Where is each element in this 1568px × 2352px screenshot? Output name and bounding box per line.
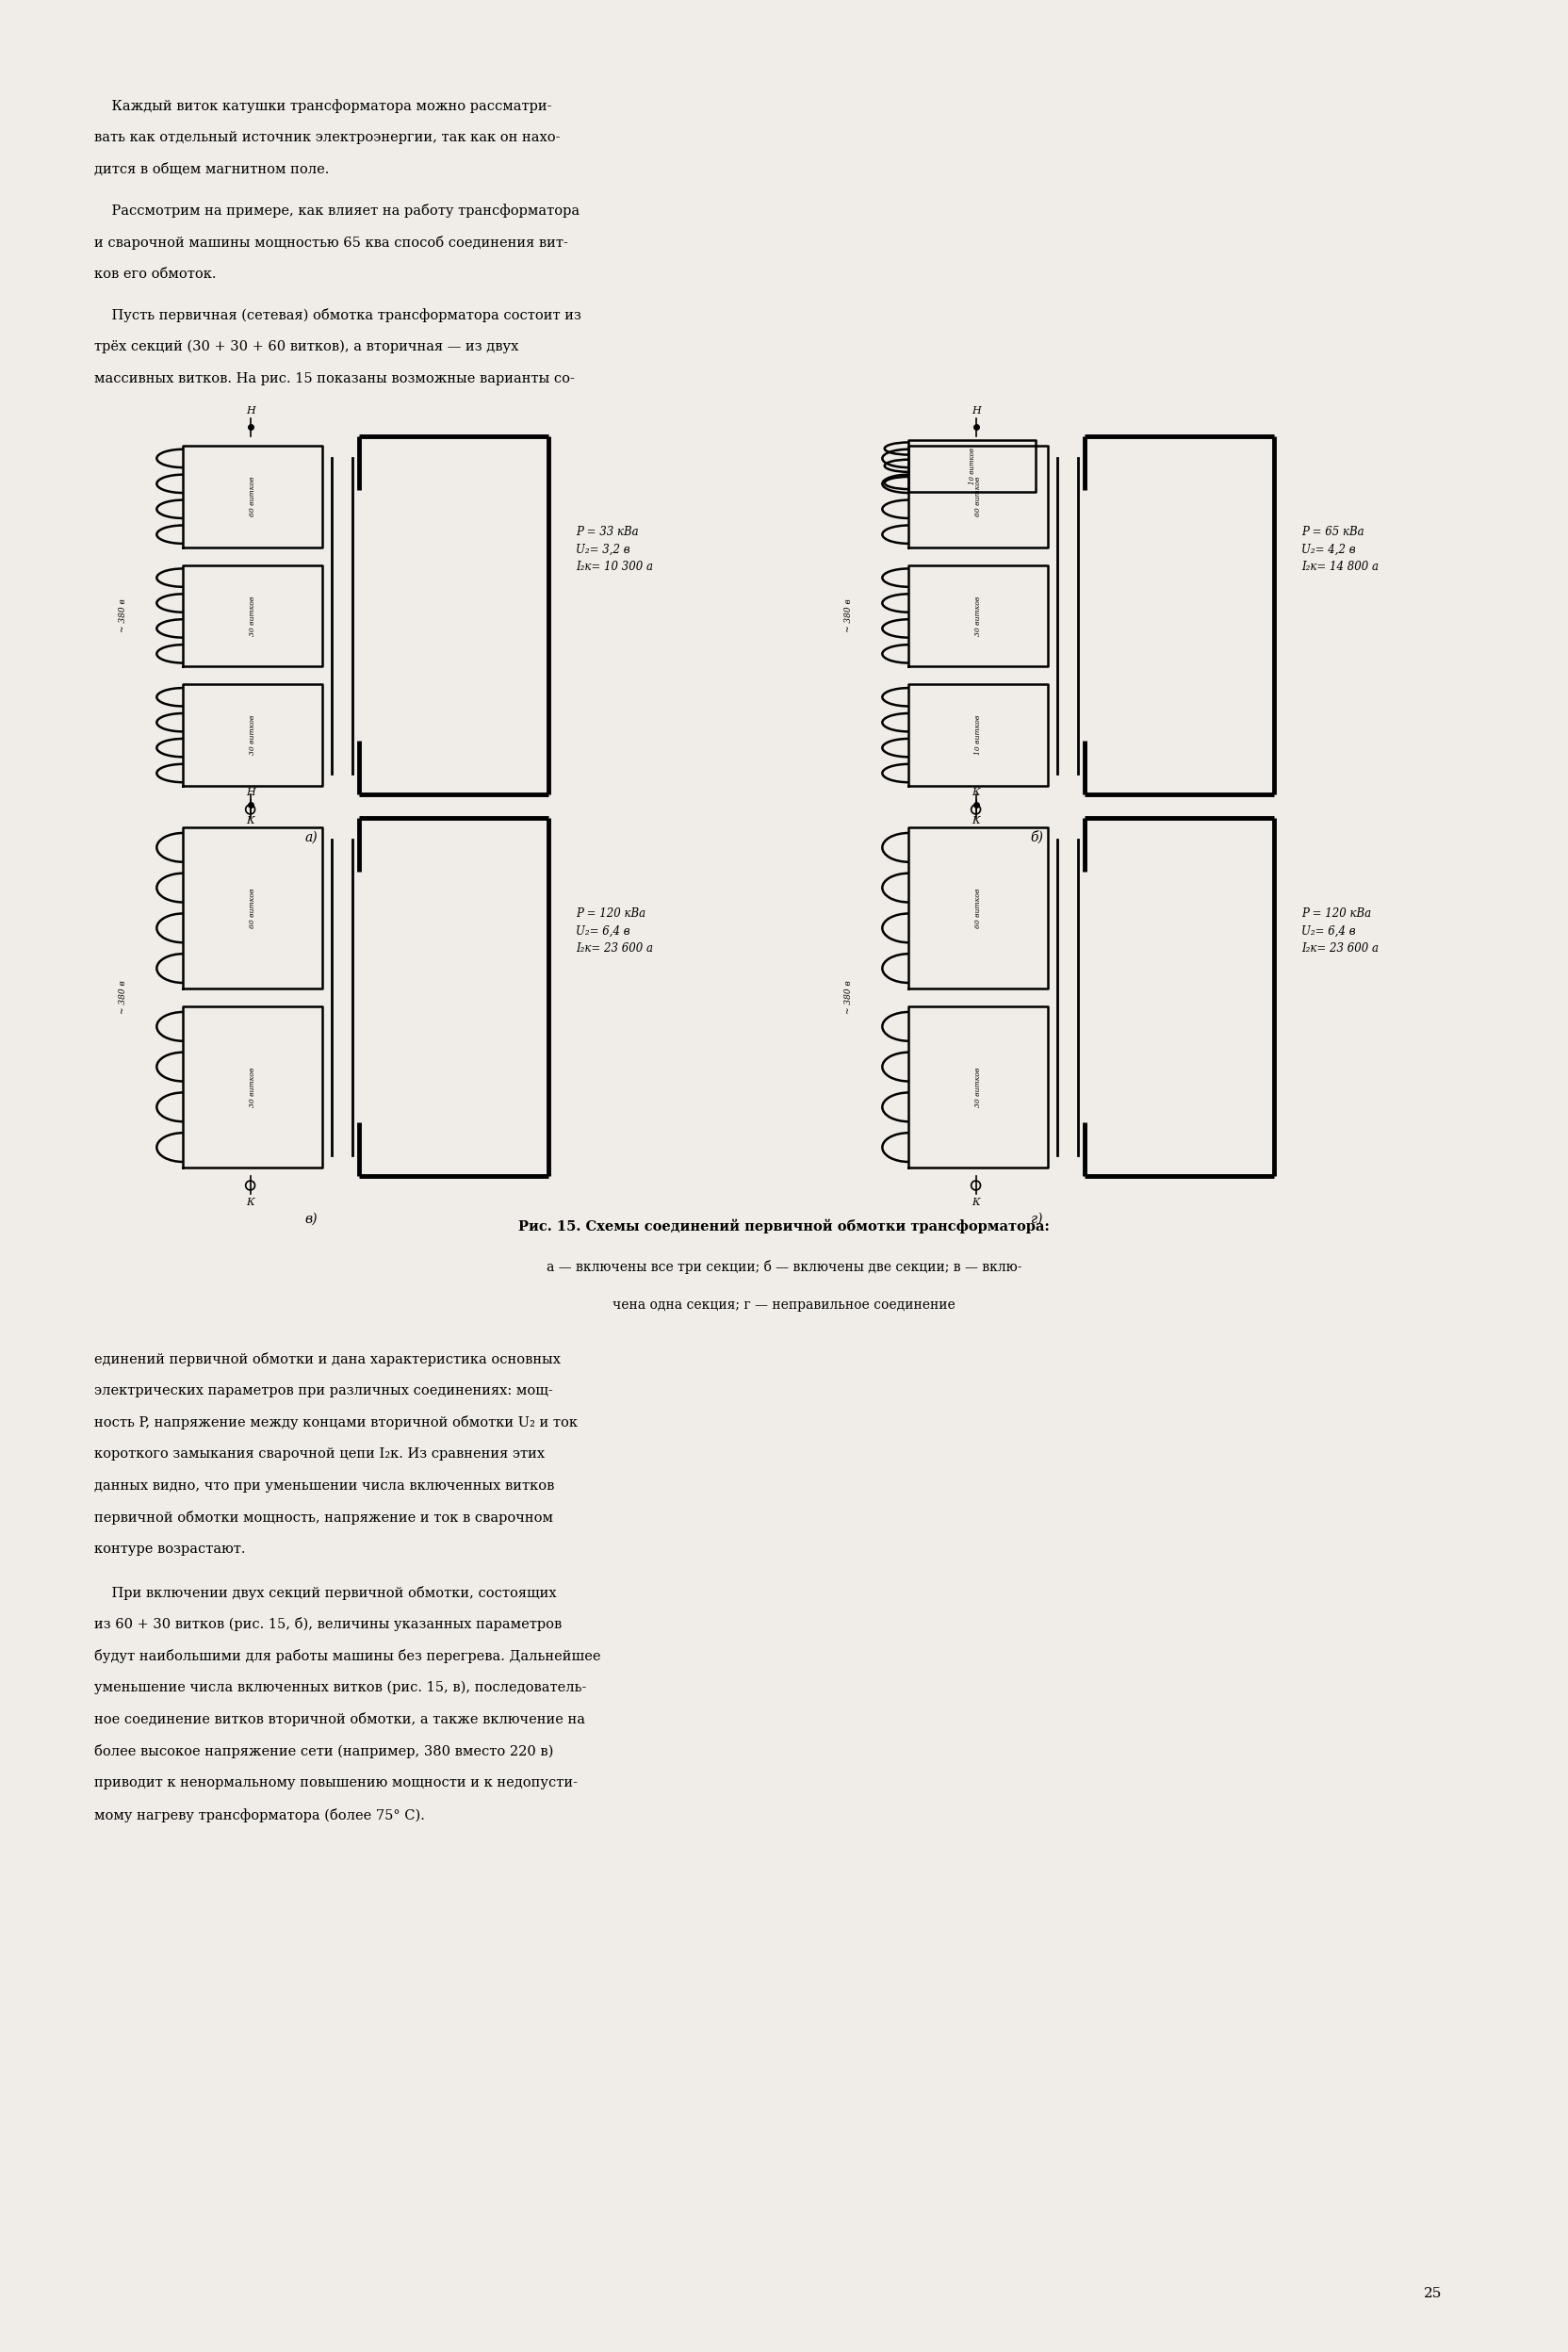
Text: единений первичной обмотки и дана характеристика основных: единений первичной обмотки и дана характ… — [94, 1352, 561, 1367]
Text: 30 витков: 30 витков — [249, 715, 256, 755]
Text: К: К — [972, 816, 980, 826]
Text: Пусть первичная (сетевая) обмотка трансформатора состоит из: Пусть первичная (сетевая) обмотка трансф… — [94, 308, 582, 322]
Text: короткого замыкания сварочной цепи I₂к. Из сравнения этих: короткого замыкания сварочной цепи I₂к. … — [94, 1446, 544, 1461]
Text: б): б) — [1030, 830, 1043, 844]
Text: К: К — [246, 1197, 254, 1207]
Text: 30 витков: 30 витков — [974, 1068, 982, 1108]
FancyBboxPatch shape — [368, 492, 544, 741]
Text: Рассмотрим на примере, как влияет на работу трансформатора: Рассмотрим на примере, как влияет на раб… — [94, 205, 580, 219]
Text: 60 витков: 60 витков — [249, 477, 256, 517]
Text: 10 витков: 10 витков — [969, 447, 975, 485]
Text: г): г) — [1032, 1211, 1043, 1225]
Text: в): в) — [306, 1211, 318, 1225]
Text: 30 витков: 30 витков — [974, 595, 982, 635]
Text: Н: Н — [246, 407, 256, 416]
Text: ~ 380 в: ~ 380 в — [119, 981, 127, 1014]
Text: ное соединение витков вторичной обмотки, а также включение на: ное соединение витков вторичной обмотки,… — [94, 1712, 585, 1726]
Text: P = 120 кВа
U₂= 6,4 в
I₂к= 23 600 а: P = 120 кВа U₂= 6,4 в I₂к= 23 600 а — [575, 908, 654, 955]
Text: а — включены все три секции; б — включены две секции; в — вклю-: а — включены все три секции; б — включен… — [546, 1261, 1022, 1275]
Text: При включении двух секций первичной обмотки, состоящих: При включении двух секций первичной обмо… — [94, 1585, 557, 1599]
Text: более высокое напряжение сети (например, 380 вместо 220 в): более высокое напряжение сети (например,… — [94, 1745, 554, 1759]
FancyBboxPatch shape — [1094, 492, 1270, 741]
Text: первичной обмотки мощность, напряжение и ток в сварочном: первичной обмотки мощность, напряжение и… — [94, 1510, 554, 1524]
Text: Каждый виток катушки трансформатора можно рассматри-: Каждый виток катушки трансформатора можн… — [94, 99, 552, 113]
Text: 60 витков: 60 витков — [974, 889, 982, 927]
Text: 30 витков: 30 витков — [249, 595, 256, 635]
Text: из 60 + 30 витков (рис. 15, б), величины указанных параметров: из 60 + 30 витков (рис. 15, б), величины… — [94, 1618, 561, 1632]
Text: 30 витков: 30 витков — [249, 1068, 256, 1108]
Text: 10 витков: 10 витков — [974, 715, 982, 755]
Text: P = 65 кВа
U₂= 4,2 в
I₂к= 14 800 а: P = 65 кВа U₂= 4,2 в I₂к= 14 800 а — [1301, 527, 1378, 574]
Text: ность P, напряжение между концами вторичной обмотки U₂ и ток: ность P, напряжение между концами вторич… — [94, 1416, 577, 1430]
Text: будут наибольшими для работы машины без перегрева. Дальнейшее: будут наибольшими для работы машины без … — [94, 1649, 601, 1663]
Text: контуре возрастают.: контуре возрастают. — [94, 1543, 246, 1557]
FancyBboxPatch shape — [1094, 873, 1270, 1122]
Text: чена одна секция; г — неправильное соединение: чена одна секция; г — неправильное соеди… — [613, 1298, 955, 1312]
Text: К: К — [246, 816, 254, 826]
Text: приводит к ненормальному повышению мощности и к недопусти-: приводит к ненормальному повышению мощно… — [94, 1776, 577, 1790]
Text: данных видно, что при уменьшении числа включенных витков: данных видно, что при уменьшении числа в… — [94, 1479, 555, 1494]
Text: К: К — [972, 788, 980, 797]
Text: 25: 25 — [1424, 2286, 1441, 2300]
Text: трёх секций (30 + 30 + 60 витков), а вторичная — из двух: трёх секций (30 + 30 + 60 витков), а вто… — [94, 341, 519, 353]
Text: уменьшение числа включенных витков (рис. 15, в), последователь-: уменьшение числа включенных витков (рис.… — [94, 1682, 586, 1693]
Text: К: К — [972, 1197, 980, 1207]
Text: дится в общем магнитном поле.: дится в общем магнитном поле. — [94, 162, 329, 176]
Text: P = 33 кВа
U₂= 3,2 в
I₂к= 10 300 а: P = 33 кВа U₂= 3,2 в I₂к= 10 300 а — [575, 527, 654, 574]
Text: электрических параметров при различных соединениях: мощ-: электрических параметров при различных с… — [94, 1383, 554, 1397]
Text: P = 120 кВа
U₂= 6,4 в
I₂к= 23 600 а: P = 120 кВа U₂= 6,4 в I₂к= 23 600 а — [1301, 908, 1378, 955]
Text: Н: Н — [246, 788, 256, 797]
FancyBboxPatch shape — [368, 873, 544, 1122]
Text: Рис. 15. Схемы соединений первичной обмотки трансформатора:: Рис. 15. Схемы соединений первичной обмо… — [519, 1218, 1049, 1232]
Text: Н: Н — [971, 407, 980, 416]
Text: 60 витков: 60 витков — [974, 477, 982, 517]
Text: ~ 380 в: ~ 380 в — [844, 981, 853, 1014]
Text: ~ 380 в: ~ 380 в — [119, 600, 127, 633]
Text: ков его обмоток.: ков его обмоток. — [94, 268, 216, 280]
Text: вать как отдельный источник электроэнергии, так как он нахо-: вать как отдельный источник электроэнерг… — [94, 132, 560, 143]
Text: 60 витков: 60 витков — [249, 889, 256, 927]
Text: мому нагреву трансформатора (более 75° С).: мому нагреву трансформатора (более 75° С… — [94, 1809, 425, 1823]
Text: а): а) — [304, 830, 318, 844]
Text: массивных витков. На рис. 15 показаны возможные варианты со-: массивных витков. На рис. 15 показаны во… — [94, 372, 575, 386]
Text: и сварочной машины мощностью 65 ква способ соединения вит-: и сварочной машины мощностью 65 ква спос… — [94, 235, 568, 249]
Text: ~ 380 в: ~ 380 в — [844, 600, 853, 633]
